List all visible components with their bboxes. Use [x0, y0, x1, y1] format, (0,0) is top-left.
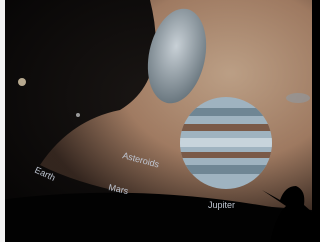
page: Earth Asteroids Mars Jupiter (() => { co…: [0, 0, 312, 242]
distant-planet: [286, 93, 310, 103]
planet-label: Jupiter: [208, 200, 235, 210]
mars-dot: [76, 113, 80, 117]
frame-edge: [0, 0, 5, 242]
earth-dot: [18, 78, 26, 86]
scene: Earth Asteroids Mars Jupiter: [0, 0, 312, 242]
